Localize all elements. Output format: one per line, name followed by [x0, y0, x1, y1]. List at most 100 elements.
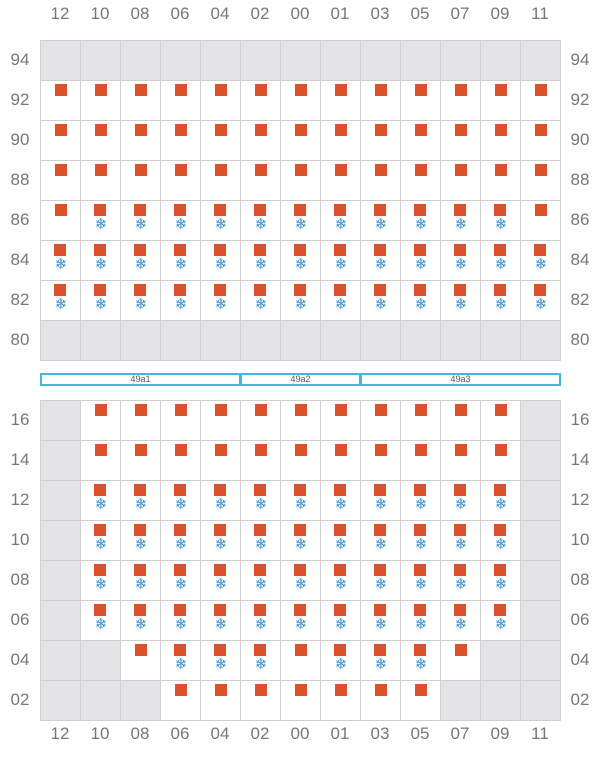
- bay-slot[interactable]: ❄: [400, 640, 441, 681]
- bay-slot[interactable]: ❄: [440, 560, 481, 601]
- bay-slot[interactable]: ❄: [160, 600, 201, 641]
- bay-slot[interactable]: ❄: [400, 480, 441, 521]
- bay-slot[interactable]: ❄: [240, 240, 281, 281]
- bay-slot[interactable]: ❄: [400, 240, 441, 281]
- bay-slot[interactable]: [280, 640, 321, 681]
- bay-slot[interactable]: [200, 160, 241, 201]
- bay-slot[interactable]: ❄: [80, 480, 121, 521]
- bay-slot[interactable]: [400, 120, 441, 161]
- bay-slot[interactable]: [440, 440, 481, 481]
- bay-slot[interactable]: [40, 120, 81, 161]
- bay-slot[interactable]: [440, 640, 481, 681]
- bay-slot[interactable]: [360, 400, 401, 441]
- bay-slot[interactable]: ❄: [440, 240, 481, 281]
- bay-slot[interactable]: [480, 160, 521, 201]
- bay-slot[interactable]: [120, 120, 161, 161]
- bay-slot[interactable]: [200, 440, 241, 481]
- bay-slot[interactable]: ❄: [400, 600, 441, 641]
- bay-slot[interactable]: [360, 440, 401, 481]
- bay-slot[interactable]: [200, 400, 241, 441]
- bay-slot[interactable]: ❄: [360, 520, 401, 561]
- bay-slot[interactable]: [200, 680, 241, 721]
- bay-slot[interactable]: ❄: [480, 600, 521, 641]
- bay-slot[interactable]: ❄: [200, 200, 241, 241]
- bay-slot[interactable]: [200, 120, 241, 161]
- bay-slot[interactable]: [160, 160, 201, 201]
- bay-slot[interactable]: ❄: [40, 280, 81, 321]
- bay-slot[interactable]: ❄: [320, 480, 361, 521]
- bay-slot[interactable]: [440, 120, 481, 161]
- bay-slot[interactable]: ❄: [360, 640, 401, 681]
- bay-slot[interactable]: [400, 80, 441, 121]
- bay-slot[interactable]: ❄: [320, 280, 361, 321]
- bay-slot[interactable]: [360, 160, 401, 201]
- bay-slot[interactable]: ❄: [360, 200, 401, 241]
- bay-slot[interactable]: ❄: [160, 200, 201, 241]
- bay-slot[interactable]: ❄: [200, 520, 241, 561]
- bay-slot[interactable]: ❄: [160, 520, 201, 561]
- bay-slot[interactable]: ❄: [320, 640, 361, 681]
- bay-slot[interactable]: [120, 80, 161, 121]
- bay-slot[interactable]: ❄: [360, 240, 401, 281]
- bay-slot[interactable]: [320, 680, 361, 721]
- bay-slot[interactable]: ❄: [480, 560, 521, 601]
- bay-slot[interactable]: ❄: [440, 520, 481, 561]
- bay-slot[interactable]: ❄: [120, 560, 161, 601]
- bay-slot[interactable]: [400, 440, 441, 481]
- bay-slot[interactable]: ❄: [280, 480, 321, 521]
- bay-slot[interactable]: [240, 440, 281, 481]
- bay-slot[interactable]: ❄: [360, 280, 401, 321]
- bay-slot[interactable]: [360, 680, 401, 721]
- bay-slot[interactable]: ❄: [120, 240, 161, 281]
- bay-slot[interactable]: ❄: [240, 560, 281, 601]
- bay-slot[interactable]: ❄: [360, 480, 401, 521]
- bay-slot[interactable]: ❄: [160, 240, 201, 281]
- bay-slot[interactable]: [520, 80, 561, 121]
- bay-slot[interactable]: [40, 200, 81, 241]
- bay-slot[interactable]: ❄: [280, 520, 321, 561]
- bay-slot[interactable]: [160, 80, 201, 121]
- bay-slot[interactable]: ❄: [160, 560, 201, 601]
- bay-slot[interactable]: ❄: [480, 480, 521, 521]
- bay-slot[interactable]: ❄: [80, 200, 121, 241]
- bay-slot[interactable]: ❄: [320, 600, 361, 641]
- bay-slot[interactable]: [40, 160, 81, 201]
- bay-slot[interactable]: ❄: [280, 280, 321, 321]
- bay-slot[interactable]: ❄: [320, 200, 361, 241]
- bay-slot[interactable]: ❄: [280, 560, 321, 601]
- bay-slot[interactable]: ❄: [80, 280, 121, 321]
- bay-slot[interactable]: ❄: [120, 480, 161, 521]
- bay-slot[interactable]: ❄: [120, 280, 161, 321]
- bay-slot[interactable]: ❄: [80, 600, 121, 641]
- bay-slot[interactable]: ❄: [400, 200, 441, 241]
- bay-slot[interactable]: ❄: [440, 600, 481, 641]
- bay-slot[interactable]: [360, 120, 401, 161]
- bay-slot[interactable]: [160, 120, 201, 161]
- bay-slot[interactable]: ❄: [240, 480, 281, 521]
- bay-slot[interactable]: ❄: [200, 240, 241, 281]
- bay-slot[interactable]: ❄: [240, 600, 281, 641]
- bay-slot[interactable]: [240, 400, 281, 441]
- bay-slot[interactable]: ❄: [280, 600, 321, 641]
- bay-slot[interactable]: ❄: [200, 600, 241, 641]
- section-bar-49a2[interactable]: 49a2: [240, 373, 361, 386]
- bay-slot[interactable]: ❄: [480, 520, 521, 561]
- bay-slot[interactable]: [120, 640, 161, 681]
- bay-slot[interactable]: ❄: [400, 280, 441, 321]
- bay-slot[interactable]: ❄: [120, 600, 161, 641]
- bay-slot[interactable]: [280, 680, 321, 721]
- bay-slot[interactable]: [400, 400, 441, 441]
- bay-slot[interactable]: ❄: [400, 560, 441, 601]
- bay-slot[interactable]: [200, 80, 241, 121]
- bay-slot[interactable]: ❄: [320, 240, 361, 281]
- bay-slot[interactable]: ❄: [280, 200, 321, 241]
- bay-slot[interactable]: ❄: [360, 600, 401, 641]
- bay-slot[interactable]: ❄: [120, 200, 161, 241]
- bay-slot[interactable]: [80, 440, 121, 481]
- bay-slot[interactable]: [80, 80, 121, 121]
- bay-slot[interactable]: [320, 160, 361, 201]
- bay-slot[interactable]: [480, 440, 521, 481]
- bay-slot[interactable]: [280, 440, 321, 481]
- bay-slot[interactable]: [80, 160, 121, 201]
- bay-slot[interactable]: [280, 400, 321, 441]
